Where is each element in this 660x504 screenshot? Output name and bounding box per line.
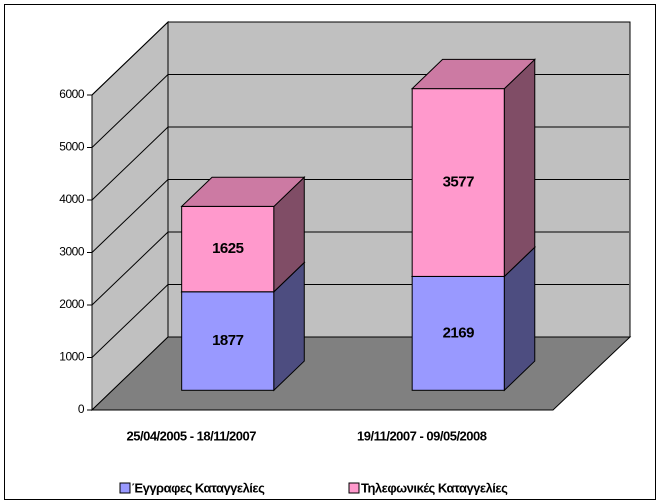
x-tick-label: 19/11/2007 - 09/05/2008 [357,428,487,443]
floor [90,336,632,411]
legend-label: Τηλεφωνικές Καταγγελίες [361,480,508,495]
grid-line [91,74,169,148]
data-label: 2169 [443,324,475,341]
legend-swatch [348,482,360,494]
bar-side [503,58,536,278]
grid-line [91,126,169,201]
bar-top [410,58,537,90]
data-label: 1625 [212,240,244,257]
y-tick-label: 4000 [59,192,85,206]
data-label: 3577 [443,173,475,190]
bar-front [411,88,505,277]
x-tick-label: 25/04/2005 - 18/11/2007 [127,428,257,443]
y-tick-label: 0 [78,402,85,416]
bar-front [411,275,505,391]
data-label: 1877 [212,332,244,349]
y-tick-label: 2000 [59,297,85,311]
grid-line [91,231,169,306]
y-tick-label: 6000 [59,87,85,101]
legend-swatch [119,482,131,494]
y-tick-label: 1000 [59,350,85,364]
y-tick-label: 3000 [59,245,85,259]
bar-front [181,291,275,391]
grid-line [91,284,169,358]
grid-line [91,21,169,96]
bar-top [180,176,306,207]
legend-label: Έγγραφες Καταγγελίες [132,480,265,495]
grid-line [91,179,169,253]
y-tick-label: 5000 [59,140,85,154]
